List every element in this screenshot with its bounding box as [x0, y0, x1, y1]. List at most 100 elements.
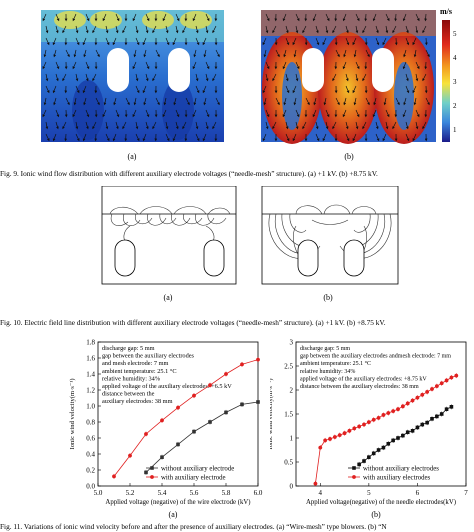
x-tick-label: 5 — [367, 489, 371, 497]
velocity-arrow — [175, 13, 180, 22]
velocity-arrow — [75, 25, 79, 34]
data-point — [396, 436, 400, 440]
data-point — [337, 433, 342, 438]
velocity-arrow — [45, 133, 50, 142]
velocity-arrow — [155, 49, 160, 58]
fig10b-electrode-right — [343, 239, 365, 277]
velocity-arrow — [292, 37, 297, 46]
velocity-arrow — [352, 85, 357, 94]
velocity-arrow — [385, 121, 389, 130]
velocity-arrow — [413, 49, 417, 58]
fig10a-field-lines — [101, 186, 237, 285]
y-axis-label: Ionic wind velocity(m·s⁻¹) — [69, 378, 76, 449]
velocity-arrow — [325, 25, 329, 34]
data-point — [386, 411, 391, 415]
velocity-arrow — [192, 13, 197, 22]
data-point — [208, 383, 212, 388]
velocity-arrow — [403, 97, 407, 106]
velocity-arrow — [195, 133, 200, 142]
velocity-arrow — [145, 61, 150, 70]
velocity-arrow — [332, 121, 337, 130]
velocity-arrow — [52, 133, 57, 142]
velocity-arrow — [75, 37, 80, 46]
data-point — [454, 373, 459, 378]
velocity-arrow — [55, 121, 59, 130]
velocity-arrow — [345, 85, 350, 94]
y-tick-label: 1.6 — [86, 355, 95, 363]
velocity-arrow — [422, 73, 427, 82]
data-point — [410, 398, 415, 403]
velocity-arrow — [43, 97, 47, 106]
velocity-arrow — [52, 37, 57, 46]
annotation-line: auxiliary electrodes: 38 mm — [102, 398, 173, 405]
y-tick-label: 0 — [290, 483, 294, 491]
fig9b-heatmap — [261, 10, 436, 144]
velocity-arrow — [172, 37, 177, 46]
velocity-arrow — [85, 73, 89, 82]
velocity-arrow — [143, 49, 147, 58]
colorbar-tick-label: 5 — [453, 30, 457, 38]
velocity-arrow — [265, 121, 269, 130]
velocity-arrow — [82, 133, 87, 142]
velocity-arrow — [85, 121, 89, 130]
velocity-arrow — [302, 121, 307, 130]
velocity-arrow — [42, 13, 47, 22]
velocity-arrow — [415, 73, 419, 82]
annotation-line: distance between the auxiliary electrode… — [300, 384, 419, 390]
data-point — [128, 453, 132, 458]
velocity-arrow — [415, 109, 420, 118]
velocity-arrow — [285, 73, 289, 82]
velocity-arrow — [173, 97, 177, 106]
velocity-arrow — [422, 25, 427, 34]
annotation-line: discharge gap: 5 mm — [102, 345, 155, 352]
data-point — [328, 437, 332, 441]
annotation-line: relative humidity: 34% — [102, 375, 161, 382]
data-point — [439, 381, 444, 386]
velocity-arrow — [135, 85, 140, 94]
fig11-sublabel-a: (a) — [168, 510, 178, 519]
data-point — [449, 405, 454, 409]
y-tick-label: 1.8 — [86, 339, 95, 347]
velocity-arrow — [105, 25, 109, 34]
velocity-arrow — [342, 109, 347, 118]
velocity-arrow — [82, 85, 87, 94]
y-tick-label: 0.2 — [86, 467, 95, 475]
velocity-arrow — [192, 109, 197, 118]
velocity-arrow — [362, 73, 367, 82]
fig10b-field-lines — [261, 186, 399, 285]
velocity-arrow — [402, 109, 407, 118]
velocity-arrow — [152, 121, 157, 130]
data-point — [192, 429, 196, 434]
velocity-arrow — [193, 97, 197, 106]
legend-marker — [150, 475, 154, 479]
data-point — [381, 445, 386, 450]
data-point — [420, 392, 425, 397]
velocity-arrow — [133, 49, 137, 58]
velocity-arrow — [285, 37, 290, 46]
velocity-arrow — [125, 97, 130, 106]
series-line — [113, 359, 259, 477]
data-point — [176, 405, 180, 410]
y-tick-label: 1.4 — [86, 371, 95, 379]
velocity-arrow — [62, 73, 67, 82]
velocity-arrow — [295, 109, 300, 118]
velocity-arrow — [175, 121, 179, 130]
velocity-arrow — [202, 133, 207, 142]
velocity-arrow — [132, 13, 137, 22]
velocity-arrow — [295, 61, 300, 70]
data-point — [323, 438, 328, 443]
velocity-arrow — [205, 25, 209, 34]
velocity-arrow — [415, 13, 420, 22]
velocity-arrow — [135, 37, 140, 46]
colorbar-ticks: 5 4 3 2 1 — [453, 30, 457, 134]
data-point — [176, 442, 180, 447]
velocity-arrow — [122, 121, 127, 130]
velocity-arrow — [142, 85, 147, 94]
x-tick-label: 5.2 — [126, 489, 135, 497]
data-point — [357, 462, 361, 467]
velocity-arrow — [265, 61, 270, 70]
velocity-arrow — [135, 73, 139, 82]
legend-label: without auxiliary electrodes — [363, 466, 439, 473]
velocity-arrow — [295, 25, 299, 34]
velocity-arrow — [42, 109, 47, 118]
